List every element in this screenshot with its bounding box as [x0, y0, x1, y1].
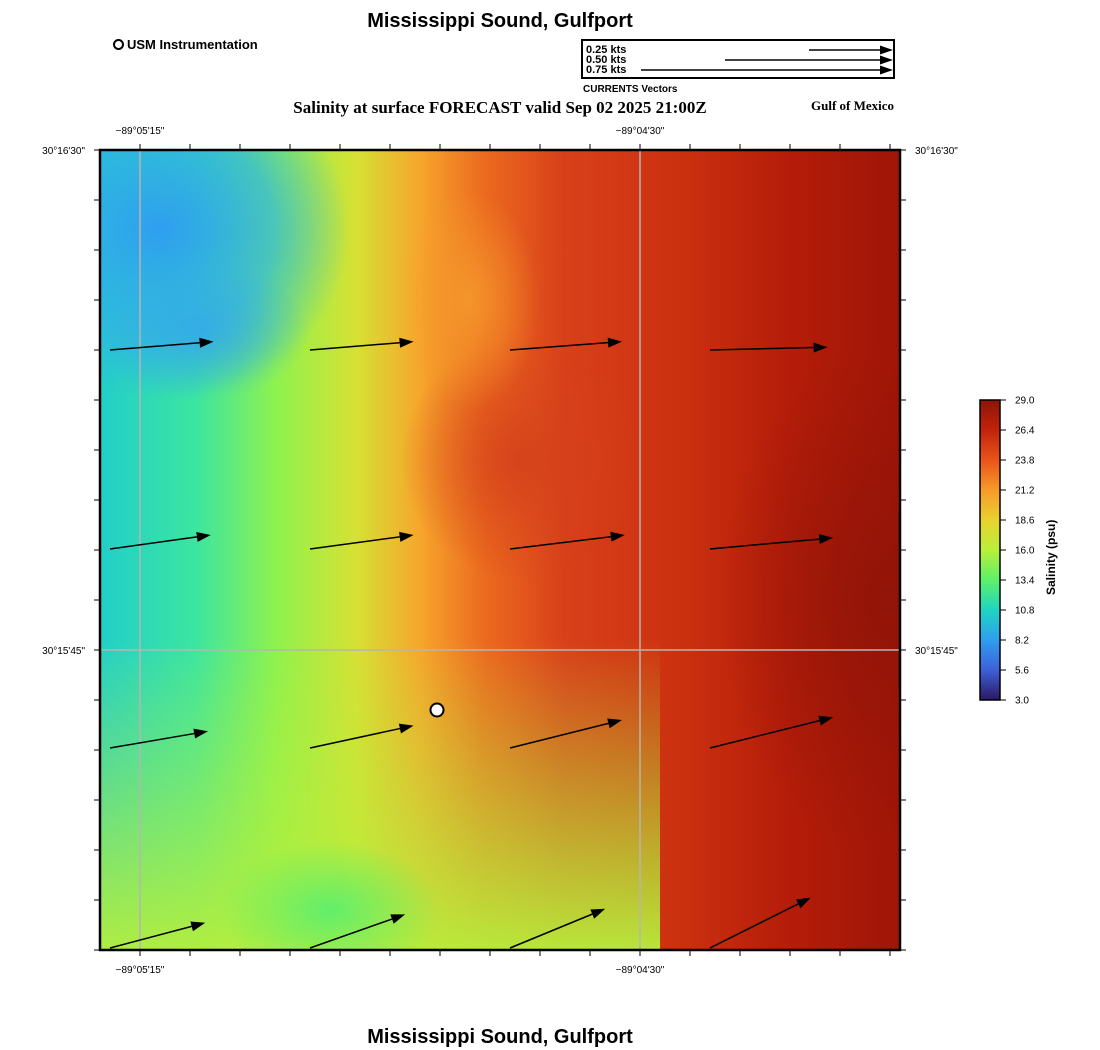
frame-ticks	[94, 144, 906, 956]
lon-label-bottom-2: −89°04'30"	[616, 965, 665, 976]
graticule	[100, 150, 900, 950]
colorbar-tick-label: 18.6	[1015, 516, 1035, 527]
map-subtitle: Salinity at surface FORECAST valid Sep 0…	[293, 98, 707, 117]
current-vector-arrow	[709, 715, 834, 749]
colorbar-tick-label: 21.2	[1015, 486, 1035, 497]
vector-legend-arrow	[725, 55, 893, 65]
vector-legend-arrows	[641, 45, 893, 75]
current-vector-arrow	[709, 342, 828, 353]
lon-label-bottom-1: −89°05'15"	[116, 965, 165, 976]
vector-legend-box: 0.25 kts 0.50 kts 0.75 kts	[581, 39, 895, 79]
colorbar-tick-label: 16.0	[1015, 546, 1035, 557]
colorbar-tick-label: 5.6	[1015, 666, 1029, 677]
vector-legend-label-2: 0.50 kts	[586, 54, 627, 66]
current-vector-arrow	[309, 337, 414, 351]
lat-label-right-2: 30°15'45"	[915, 646, 958, 657]
colorbar: 29.0 26.4 23.8 21.2 18.6 16.0 13.4 10.8 8.2 5.6 3.…	[979, 396, 1058, 707]
lon-label-top-1: −89°05'15"	[116, 126, 165, 137]
current-vector-arrow	[709, 897, 811, 949]
region-label: Gulf of Mexico	[811, 98, 895, 113]
colorbar-tick-label: 29.0	[1015, 396, 1035, 407]
usm-station-marker[interactable]	[429, 702, 445, 718]
station-legend: USM Instrumentation	[113, 37, 258, 52]
map-title: Mississippi Sound, Gulfport	[367, 10, 633, 32]
station-legend-label: USM Instrumentation	[127, 37, 258, 52]
vector-legend-arrow	[809, 45, 893, 55]
current-vector-arrow	[509, 908, 606, 949]
current-vectors	[109, 337, 834, 949]
colorbar-tick-label: 13.4	[1015, 576, 1035, 587]
circle-marker-icon	[113, 39, 124, 50]
salinity-field	[100, 150, 900, 950]
vector-legend-arrow	[641, 65, 893, 75]
colorbar-ticks: 29.0 26.4 23.8 21.2 18.6 16.0 13.4 10.8 8.2 5.6 3.…	[1000, 396, 1035, 707]
current-vector-arrow	[109, 337, 214, 351]
footer-title: Mississippi Sound, Gulfport	[367, 1026, 633, 1048]
vector-legend-caption: CURRENTS Vectors	[583, 84, 678, 95]
current-vector-arrow	[109, 728, 208, 749]
lat-label-right-1: 30°16'30"	[915, 146, 958, 157]
colorbar-tick-label: 26.4	[1015, 426, 1035, 437]
current-vector-arrow	[109, 531, 211, 550]
current-vector-arrow	[309, 531, 414, 550]
current-vector-arrow	[509, 337, 622, 351]
current-vector-arrow	[709, 534, 834, 550]
lat-label-left-2: 30°15'45"	[42, 646, 85, 657]
colorbar-tick-label: 10.8	[1015, 606, 1035, 617]
colorbar-title: Salinity (psu)	[1044, 520, 1058, 595]
colorbar-tick-label: 3.0	[1015, 696, 1029, 707]
lon-label-top-2: −89°04'30"	[616, 126, 665, 137]
colorbar-tick-label: 23.8	[1015, 456, 1035, 467]
colorbar-ramp	[979, 399, 1001, 701]
current-vector-arrow	[509, 531, 625, 550]
lat-label-left-1: 30°16'30"	[42, 146, 85, 157]
current-vector-arrow	[309, 914, 406, 949]
vector-legend-label-3: 0.75 kts	[586, 64, 627, 76]
current-vector-arrow	[309, 723, 414, 749]
current-vector-arrow	[509, 718, 622, 749]
vector-legend-label-1: 0.25 kts	[586, 44, 627, 56]
current-vector-arrow	[109, 921, 206, 949]
colorbar-tick-label: 8.2	[1015, 636, 1029, 647]
